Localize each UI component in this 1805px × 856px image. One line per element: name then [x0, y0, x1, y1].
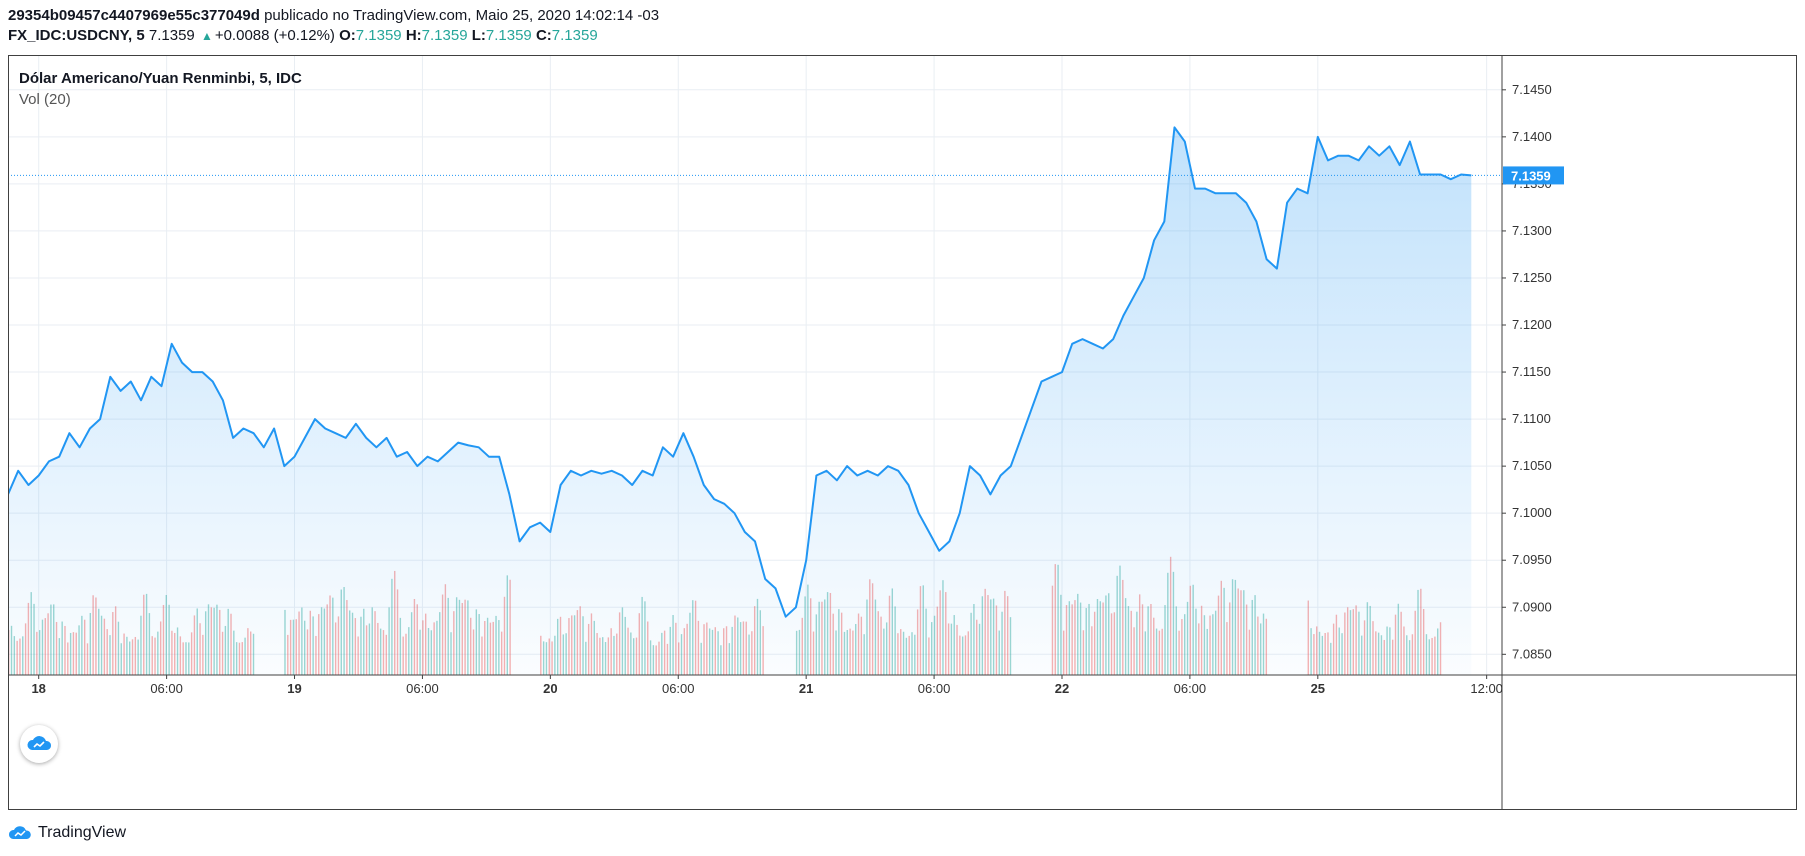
chart-frame	[8, 55, 1797, 810]
quote-line: FX_IDC:USDCNY, 5 7.1359 ▲ +0.0088 (+0.12%…	[8, 26, 1797, 46]
up-triangle-icon: ▲	[200, 29, 213, 43]
close-label: C:	[535, 27, 552, 44]
y-tick-label: 7.1400	[1512, 129, 1552, 144]
volume-label: Vol (20)	[19, 91, 71, 108]
y-tick-label: 7.1250	[1512, 270, 1552, 285]
x-tick-label: 22	[1055, 681, 1069, 696]
y-tick-label: 7.1150	[1512, 364, 1551, 379]
y-tick-label: 7.1100	[1512, 411, 1551, 426]
last-price-badge-label: 7.1359	[1511, 168, 1551, 183]
price-change: +0.0088 (+0.12%)	[214, 27, 335, 44]
high-value: 7.1359	[421, 27, 468, 44]
high-label: H:	[405, 27, 422, 44]
x-tick-label: 19	[287, 681, 301, 696]
publish-text: publicado no TradingView.com, Maio 25, 2…	[264, 7, 660, 24]
x-tick-label: 06:00	[1174, 681, 1207, 696]
x-tick-label: 12:00	[1470, 681, 1503, 696]
price-line	[8, 126, 1472, 618]
y-tick-label: 7.0850	[1512, 646, 1552, 661]
y-tick-label: 7.0900	[1512, 599, 1552, 614]
symbol-label: FX_IDC:USDCNY, 5	[8, 27, 145, 44]
x-tick-label: 06:00	[406, 681, 439, 696]
y-tick-label: 7.0950	[1512, 552, 1552, 567]
price-area	[8, 127, 1472, 675]
last-price: 7.1359	[148, 27, 195, 44]
x-tick-label: 18	[31, 681, 45, 696]
x-tick-label: 06:00	[918, 681, 951, 696]
series-title: Dólar Americano/Yuan Renminbi, 5, IDC	[19, 70, 302, 87]
publish-id: 29354b09457c4407969e55c377049d	[8, 7, 260, 24]
chart-legend: Dólar Americano/Yuan Renminbi, 5, IDC Vo…	[19, 68, 302, 110]
low-value: 7.1359	[485, 27, 532, 44]
x-tick-label: 21	[799, 681, 813, 696]
snapshot-button[interactable]	[20, 725, 58, 763]
x-tick-label: 06:00	[662, 681, 695, 696]
last-price-badge	[1503, 166, 1564, 185]
y-tick-label: 7.1200	[1512, 317, 1552, 332]
publish-line: 29354b09457c4407969e55c377049d publicado…	[8, 6, 1797, 26]
x-tick-label: 20	[543, 681, 557, 696]
cloud-chart-icon	[27, 736, 52, 750]
footer: TradingView	[8, 820, 126, 846]
x-tick-label: 25	[1311, 681, 1325, 696]
x-tick-label: 06:00	[150, 681, 183, 696]
y-tick-label: 7.1300	[1512, 223, 1552, 238]
price-chart[interactable]: 7.14507.14007.13507.13007.12507.12007.11…	[8, 55, 1797, 810]
y-tick-label: 7.1450	[1512, 82, 1552, 97]
low-label: L:	[471, 27, 486, 44]
chart-header: 29354b09457c4407969e55c377049d publicado…	[8, 6, 1797, 46]
open-label: O:	[339, 27, 356, 44]
footer-brand[interactable]: TradingView	[38, 824, 127, 841]
tradingview-logo-icon[interactable]	[8, 825, 32, 841]
y-tick-label: 7.1050	[1512, 458, 1552, 473]
open-value: 7.1359	[355, 27, 402, 44]
y-tick-label: 7.1000	[1512, 505, 1552, 520]
close-value: 7.1359	[551, 27, 598, 44]
